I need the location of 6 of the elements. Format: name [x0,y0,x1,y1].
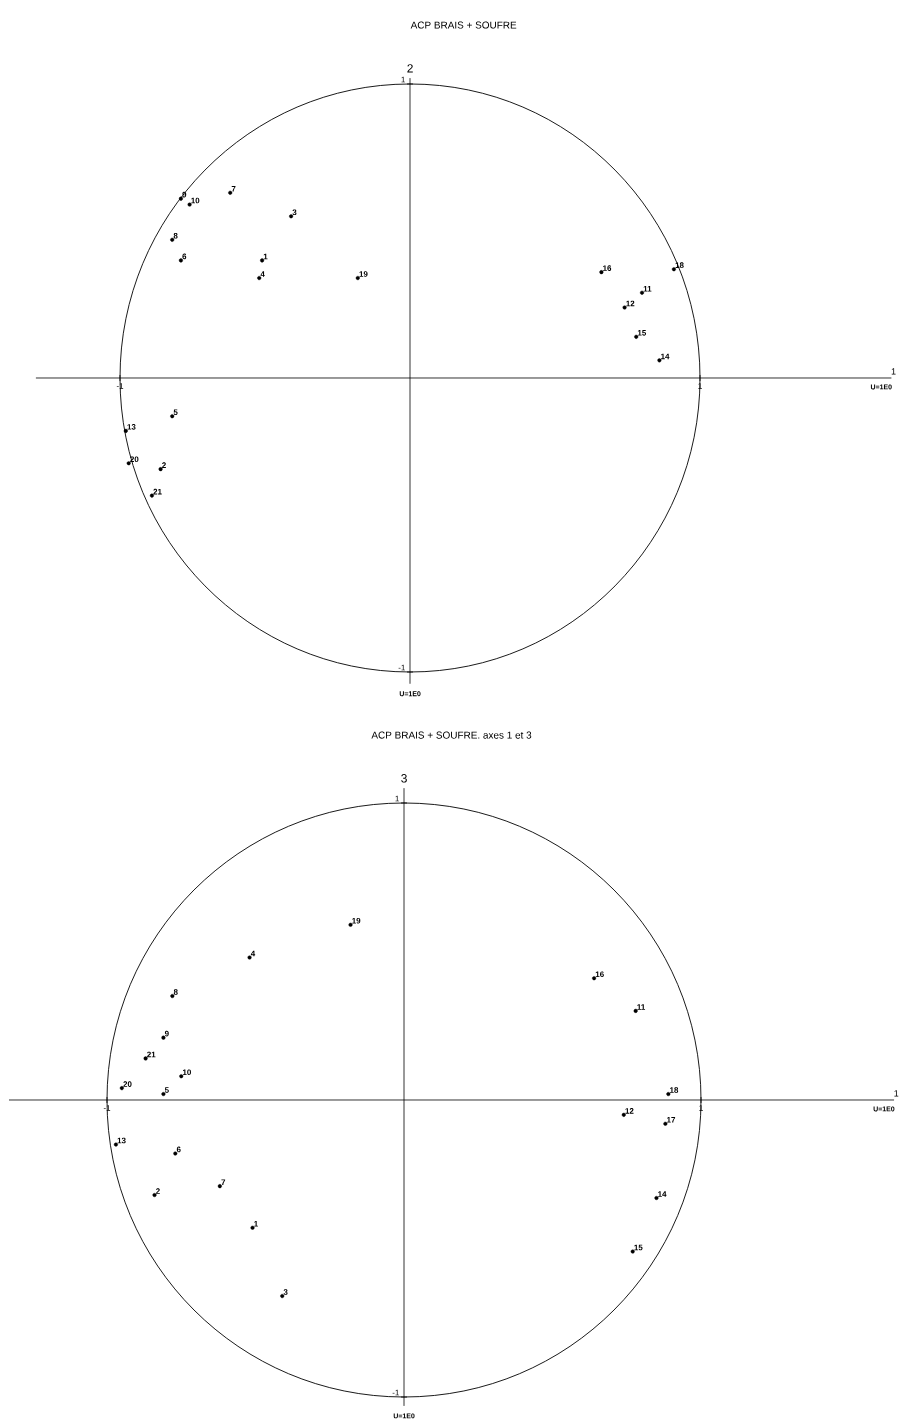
y-axis-title: 2 [407,64,413,73]
x-axis-title: 1 [894,1090,899,1097]
chart-title: ACP BRAIS + SOUFRE [410,21,517,29]
chart-title: ACP BRAIS + SOUFRE. axes 1 et 3 [371,731,532,739]
x-axis-title: 1 [891,368,896,375]
y-axis-title: 3 [401,774,407,783]
